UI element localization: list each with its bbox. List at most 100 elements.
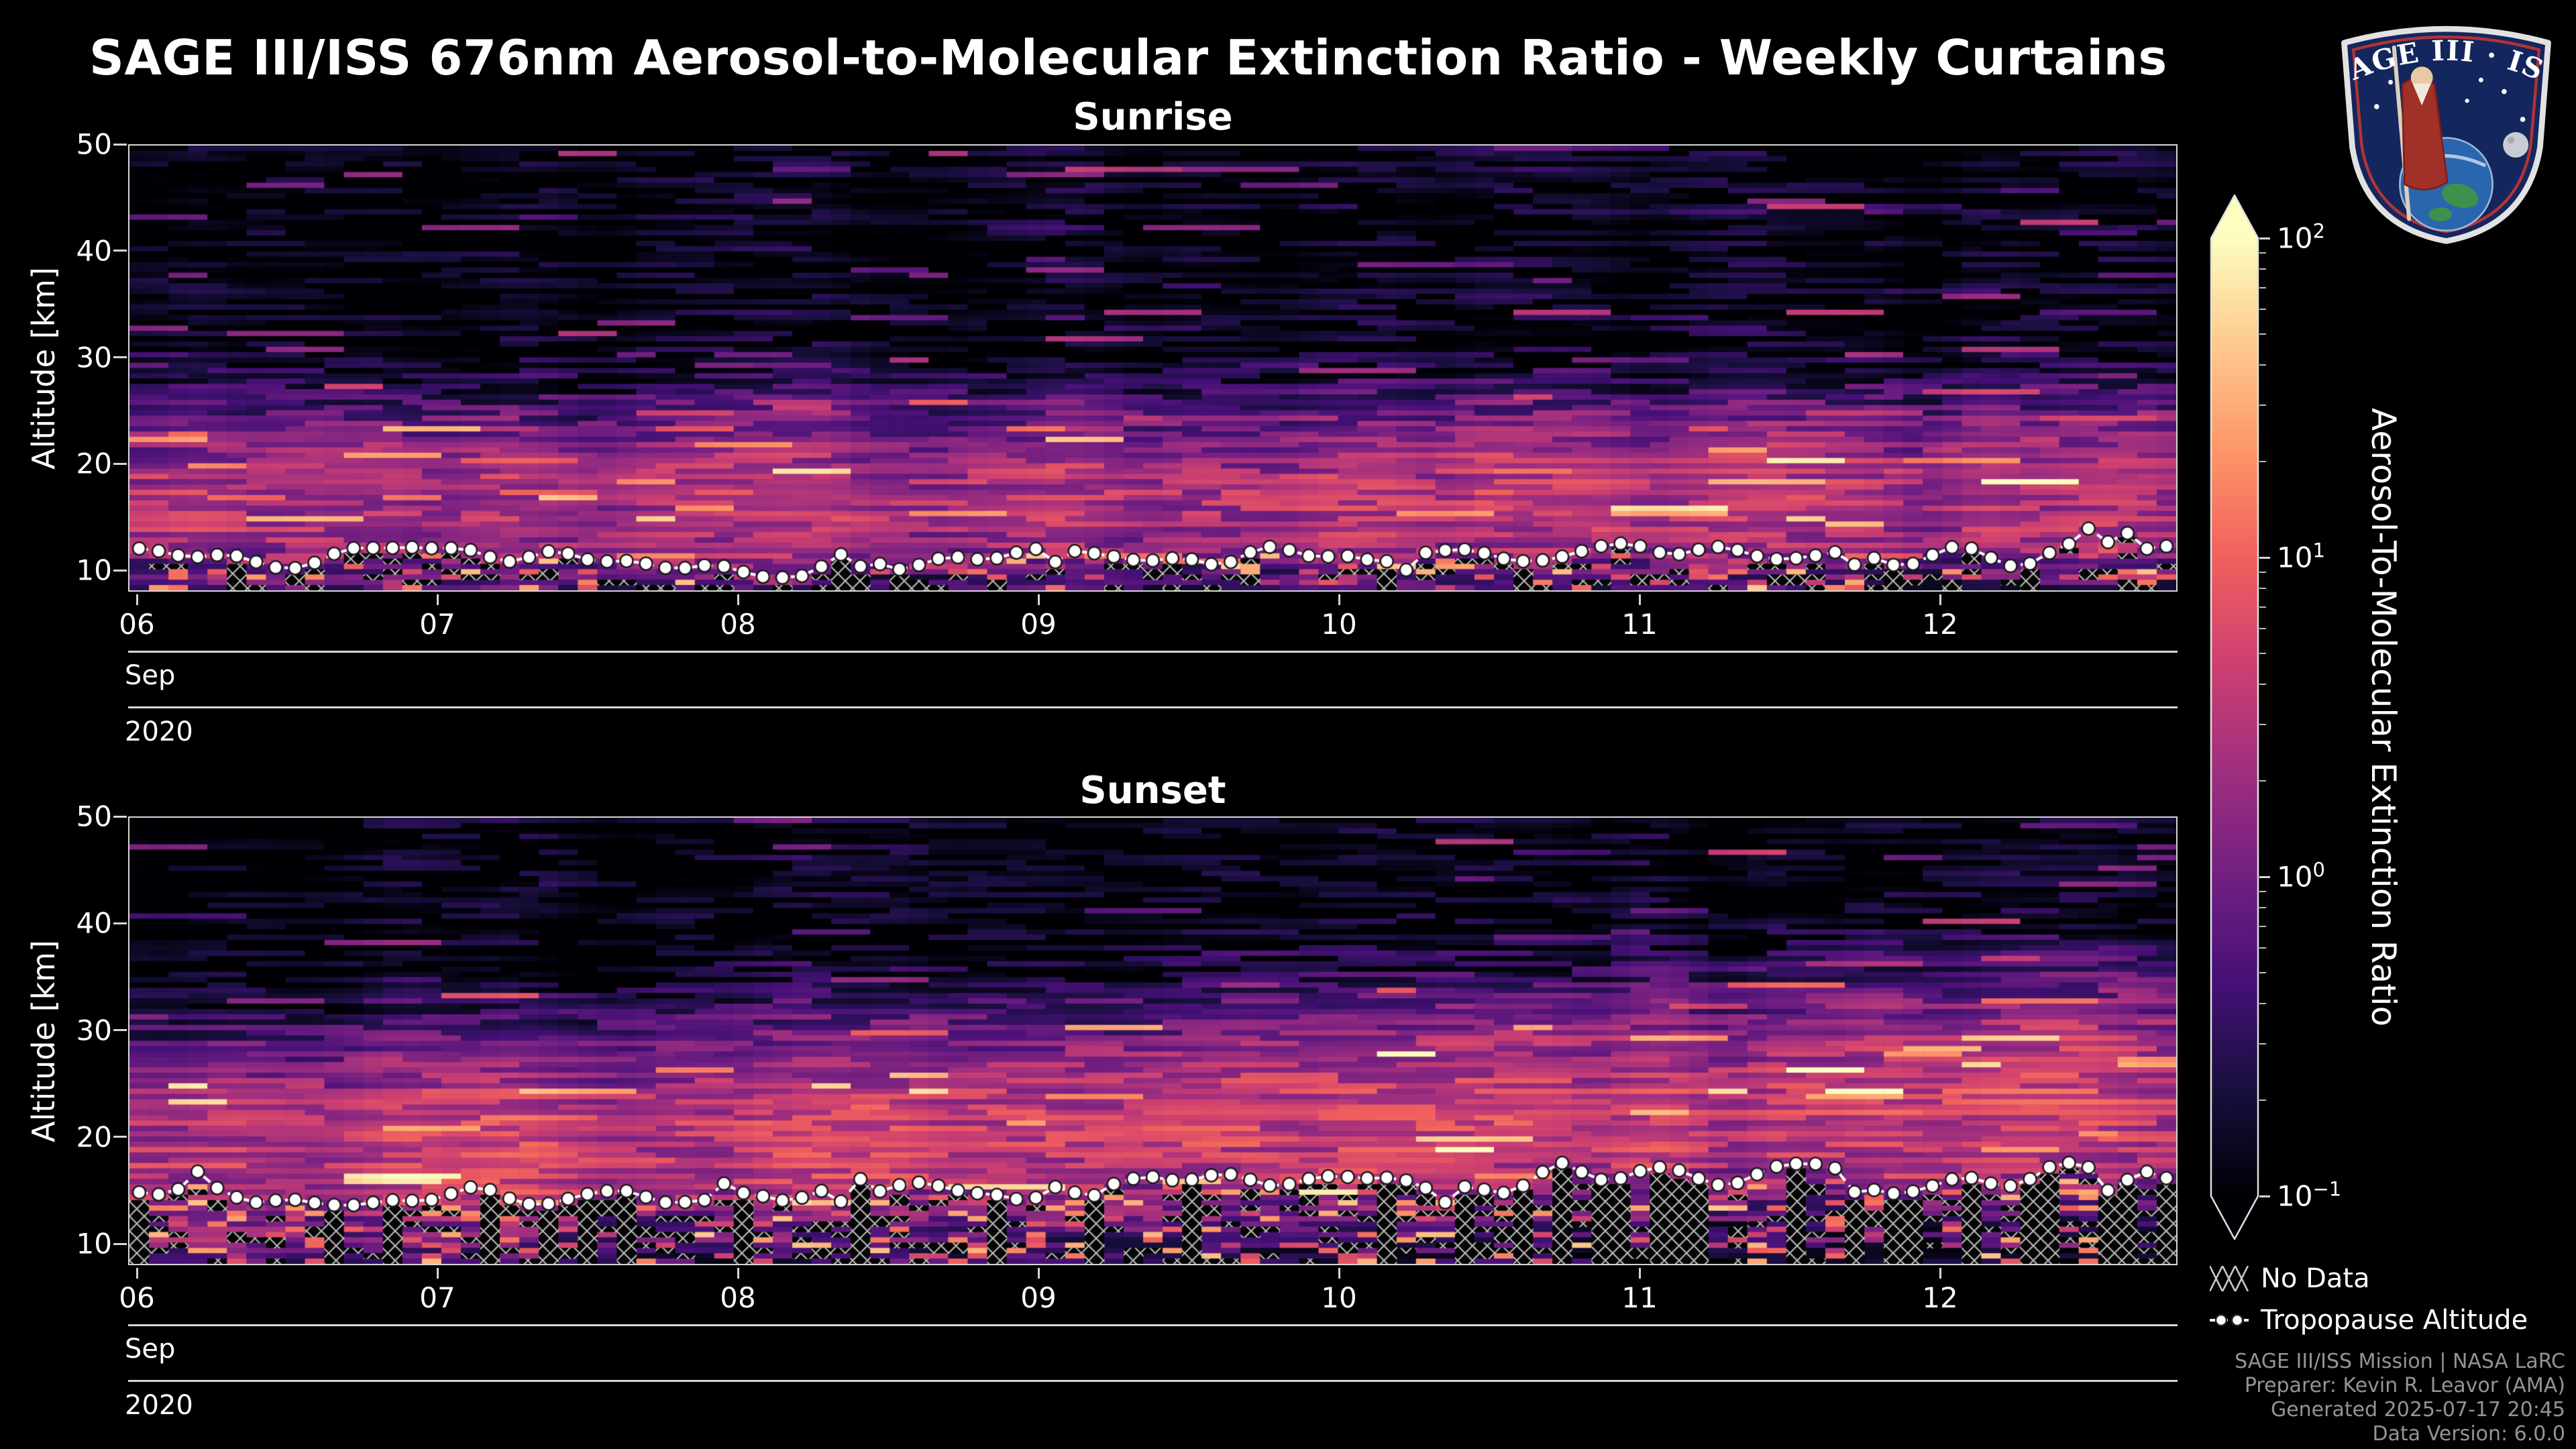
colorbar-minor-tick [2259, 723, 2266, 725]
colorbar-minor-tick [2259, 333, 2266, 335]
sunset-heatmap [129, 818, 2176, 1264]
y-tick-mark [113, 143, 127, 146]
colorbar-minor-tick [2259, 606, 2266, 608]
x-tick-label: 12 [1922, 1281, 1958, 1314]
patch-inner-ring [2351, 36, 2541, 233]
colorbar-title: Aerosol-To-Molecular Extinction Ratio [2364, 407, 2403, 1027]
colorbar-minor-tick [2259, 588, 2266, 590]
colorbar-minor-tick [2259, 286, 2266, 288]
y-tick-label: 10 [76, 553, 112, 587]
colorbar-tick-label: 102 [2277, 219, 2325, 255]
y-tick-label: 30 [76, 341, 112, 374]
sunset-month-label: Sep [125, 1334, 176, 1364]
y-tick-label: 50 [76, 127, 112, 161]
colorbar-major-tick [2259, 875, 2270, 878]
x-tick-label: 06 [119, 608, 155, 641]
sunrise-heatmap [129, 146, 2176, 590]
colorbar-major-tick [2259, 237, 2270, 239]
x-tick-mark [1037, 594, 1040, 605]
colorbar-minor-tick [2259, 571, 2266, 573]
y-tick-mark [113, 250, 127, 252]
y-tick-mark [113, 1242, 127, 1245]
y-tick-label: 40 [76, 234, 112, 268]
y-tick-label: 20 [76, 1120, 112, 1154]
colorbar-minor-tick [2259, 780, 2266, 782]
sunrise-panel-title: Sunrise [1073, 95, 1233, 139]
patch-figure-head [2410, 66, 2433, 89]
y-tick-mark [113, 1029, 127, 1032]
x-tick-label: 09 [1020, 608, 1057, 641]
legend-no-data: No Data [2210, 1263, 2370, 1294]
colorbar-minor-tick [2259, 947, 2266, 949]
y-tick-label: 30 [76, 1014, 112, 1047]
colorbar-major-tick [2259, 556, 2270, 559]
sunrise-year-axis-line [128, 706, 2178, 708]
y-tick-label: 20 [76, 447, 112, 480]
colorbar-minor-tick [2259, 684, 2266, 686]
x-tick-label: 11 [1621, 608, 1658, 641]
credit-line: SAGE III/ISS Mission | NASA LaRC [2235, 1350, 2565, 1373]
y-tick-label: 50 [76, 800, 112, 833]
x-tick-label: 08 [720, 1281, 756, 1314]
y-tick-mark [113, 356, 127, 359]
x-tick-mark [737, 1268, 739, 1279]
tropopause-label: Tropopause Altitude [2261, 1305, 2528, 1336]
page-title: SAGE III/ISS 676nm Aerosol-to-Molecular … [89, 30, 2167, 86]
x-tick-mark [136, 1268, 138, 1279]
y-tick-mark [113, 922, 127, 924]
x-tick-mark [1338, 594, 1340, 605]
x-tick-mark [1037, 1268, 1040, 1279]
sunset-plot-area [128, 816, 2178, 1265]
colorbar-minor-tick [2259, 252, 2266, 254]
colorbar [2210, 194, 2259, 1240]
colorbar-minor-tick [2259, 1003, 2266, 1005]
colorbar-minor-tick [2259, 364, 2266, 366]
sunrise-month-label: Sep [125, 660, 176, 691]
x-tick-label: 09 [1020, 1281, 1057, 1314]
patch-staff [2392, 45, 2412, 221]
x-tick-label: 06 [119, 1281, 155, 1314]
tropopause-marker-icon [2210, 1313, 2249, 1327]
colorbar-minor-tick [2259, 890, 2266, 892]
x-tick-mark [136, 594, 138, 605]
colorbar-tick-label: 10−1 [2277, 1177, 2342, 1213]
colorbar-minor-tick [2259, 460, 2266, 462]
colorbar-tick-label: 100 [2277, 858, 2325, 894]
x-tick-mark [436, 1268, 439, 1279]
no-data-label: No Data [2261, 1263, 2370, 1294]
no-data-hatch-icon [2210, 1266, 2249, 1291]
colorbar-minor-tick [2259, 653, 2266, 655]
colorbar-major-tick [2259, 1195, 2270, 1197]
x-tick-label: 10 [1321, 608, 1357, 641]
x-tick-label: 07 [419, 608, 455, 641]
x-tick-mark [1638, 1268, 1641, 1279]
colorbar-minor-tick [2259, 268, 2266, 270]
x-tick-mark [1338, 1268, 1340, 1279]
credits: SAGE III/ISS Mission | NASA LaRC Prepare… [2235, 1350, 2565, 1446]
y-tick-mark [113, 462, 127, 465]
x-tick-mark [1939, 594, 1941, 605]
y-tick-label: 40 [76, 906, 112, 940]
sunset-year-label: 2020 [125, 1390, 193, 1421]
x-tick-label: 11 [1621, 1281, 1658, 1314]
credit-line: Data Version: 6.0.0 [2372, 1422, 2565, 1446]
x-tick-label: 10 [1321, 1281, 1357, 1314]
colorbar-minor-tick [2259, 925, 2266, 927]
x-tick-mark [436, 594, 439, 605]
x-tick-mark [737, 594, 739, 605]
patch-moon [2503, 131, 2529, 158]
credit-line: Preparer: Kevin R. Leavor (AMA) [2244, 1374, 2565, 1397]
sunrise-year-label: 2020 [125, 716, 193, 747]
sunrise-month-axis-line [128, 651, 2178, 653]
sunset-panel-title: Sunset [1079, 769, 1226, 812]
colorbar-minor-tick [2259, 972, 2266, 974]
legend-tropopause: Tropopause Altitude [2210, 1305, 2528, 1336]
colorbar-tick-label: 101 [2277, 539, 2325, 574]
colorbar-minor-tick [2259, 404, 2266, 406]
y-tick-mark [113, 815, 127, 818]
credit-line: Generated 2025-07-17 20:45 [2270, 1398, 2565, 1421]
colorbar-minor-tick [2259, 907, 2266, 909]
patch-moon-crater [2508, 136, 2515, 144]
x-tick-label: 12 [1922, 608, 1958, 641]
colorbar-body [2210, 194, 2259, 1240]
